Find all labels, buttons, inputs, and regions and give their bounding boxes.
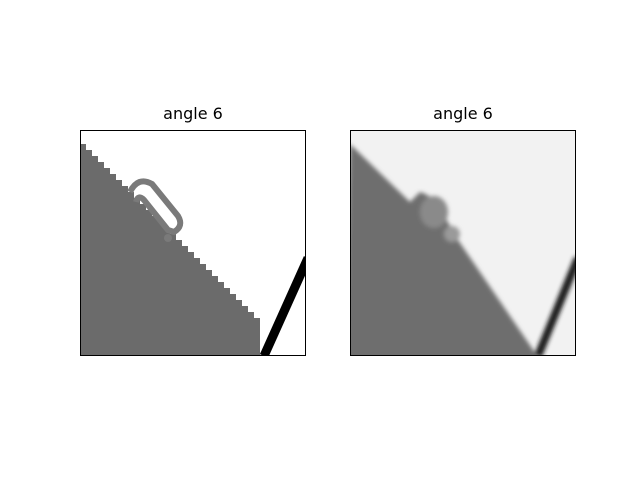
panel-title-right: angle 6 [433,104,493,123]
panel-frame [350,130,576,356]
image-panel-reconstruction [350,130,576,356]
edge-line [259,256,306,356]
image-reconstruction [350,130,576,356]
panel-frame [80,130,306,356]
image-original [80,130,306,356]
blob-shape [420,196,448,228]
clip-shape [127,178,184,236]
image-panel-original [80,130,306,356]
panel-title-left: angle 6 [163,104,223,123]
blob-shape-small [444,226,460,242]
clip-dot [164,234,172,242]
dark-region [350,144,536,356]
edge-line [534,256,576,356]
dark-region [80,144,260,356]
